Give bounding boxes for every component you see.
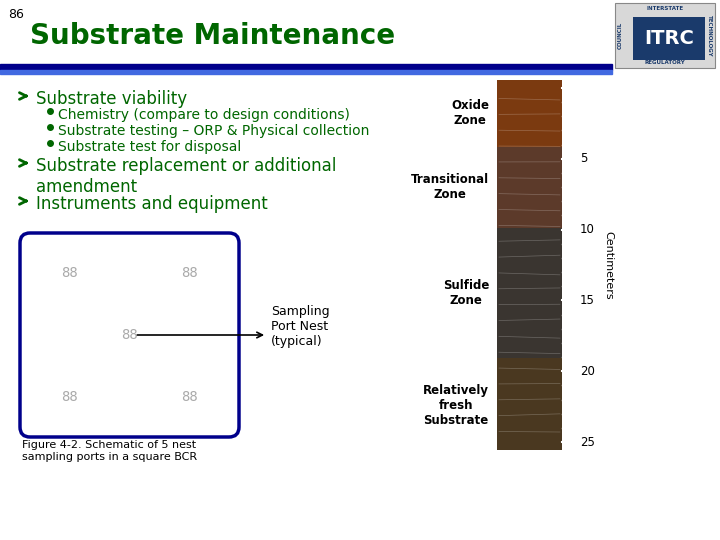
Text: 25: 25 bbox=[580, 435, 595, 449]
Text: Oxide
Zone: Oxide Zone bbox=[451, 99, 489, 127]
Text: Substrate replacement or additional
amendment: Substrate replacement or additional amen… bbox=[36, 157, 336, 196]
Text: Substrate Maintenance: Substrate Maintenance bbox=[30, 22, 395, 50]
Bar bbox=[497, 80, 562, 146]
Text: 88: 88 bbox=[181, 266, 198, 280]
Bar bbox=[0, 70, 612, 74]
Text: Sulfide
Zone: Sulfide Zone bbox=[443, 279, 489, 307]
Text: Figure 4-2. Schematic of 5 nest
sampling ports in a square BCR: Figure 4-2. Schematic of 5 nest sampling… bbox=[22, 440, 197, 462]
Text: Transitional
Zone: Transitional Zone bbox=[411, 173, 489, 201]
Bar bbox=[0, 64, 612, 70]
Text: ITRC: ITRC bbox=[644, 29, 694, 48]
Text: 10: 10 bbox=[580, 223, 595, 236]
Text: COUNCIL: COUNCIL bbox=[618, 22, 623, 49]
Text: Relatively
fresh
Substrate: Relatively fresh Substrate bbox=[423, 384, 489, 427]
Text: Chemistry (compare to design conditions): Chemistry (compare to design conditions) bbox=[58, 108, 350, 122]
Text: Centimeters: Centimeters bbox=[603, 231, 613, 299]
Text: 5: 5 bbox=[580, 152, 588, 165]
Text: 88: 88 bbox=[121, 328, 138, 342]
Text: 88: 88 bbox=[181, 390, 198, 404]
Text: Substrate testing – ORP & Physical collection: Substrate testing – ORP & Physical colle… bbox=[58, 124, 369, 138]
Text: Substrate viability: Substrate viability bbox=[36, 90, 187, 108]
Text: 15: 15 bbox=[580, 294, 595, 307]
Text: REGULATORY: REGULATORY bbox=[644, 60, 685, 65]
Bar bbox=[633, 17, 705, 60]
Text: 86: 86 bbox=[8, 8, 24, 21]
FancyBboxPatch shape bbox=[20, 233, 239, 437]
Text: TECHNOLOGY: TECHNOLOGY bbox=[707, 15, 712, 56]
Bar bbox=[497, 228, 562, 357]
Bar bbox=[615, 3, 715, 68]
Text: Instruments and equipment: Instruments and equipment bbox=[36, 195, 268, 213]
Bar bbox=[497, 146, 562, 228]
Text: 20: 20 bbox=[580, 364, 595, 377]
Text: 88: 88 bbox=[61, 390, 78, 404]
Text: Substrate test for disposal: Substrate test for disposal bbox=[58, 140, 241, 154]
Text: Sampling
Port Nest
(typical): Sampling Port Nest (typical) bbox=[271, 306, 330, 348]
Bar bbox=[497, 357, 562, 450]
Text: 88: 88 bbox=[61, 266, 78, 280]
Text: INTERSTATE: INTERSTATE bbox=[647, 6, 683, 11]
